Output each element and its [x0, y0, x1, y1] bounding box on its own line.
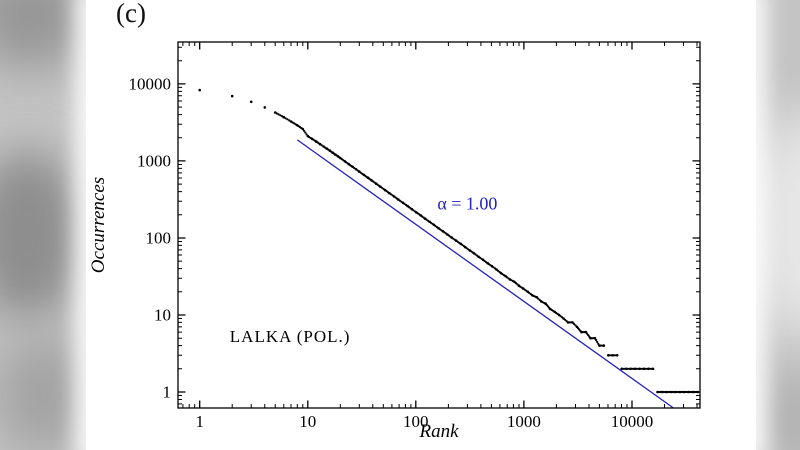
alpha-annotation: α = 1.00: [437, 193, 498, 213]
y-tick-label: 1000: [137, 151, 171, 170]
panel-label: (c): [116, 0, 146, 28]
x-tick-label: 1000: [507, 412, 541, 431]
y-axis-label: Occurrences: [88, 176, 109, 274]
power-law-fit-line: [296, 139, 674, 409]
x-tick-label: 1: [195, 412, 204, 431]
x-tick-label: 10: [299, 412, 316, 431]
minor-ticks: [178, 42, 700, 408]
corpus-label: LALKA (POL.): [229, 326, 351, 346]
plot-frame: [177, 41, 701, 409]
major-ticks: [178, 42, 700, 408]
x-tick-label: 10000: [611, 412, 654, 431]
y-tick-label: 100: [146, 229, 172, 248]
scatter-points: [198, 88, 700, 394]
y-tick-label: 10000: [129, 74, 172, 93]
figure-page: [86, 0, 756, 450]
x-tick-label: 100: [403, 412, 429, 431]
y-tick-label: 10: [154, 306, 171, 325]
background-blur-left-bottom: [0, 335, 90, 450]
y-tick-label: 1: [163, 383, 172, 402]
x-axis-label: Rank: [419, 421, 459, 442]
